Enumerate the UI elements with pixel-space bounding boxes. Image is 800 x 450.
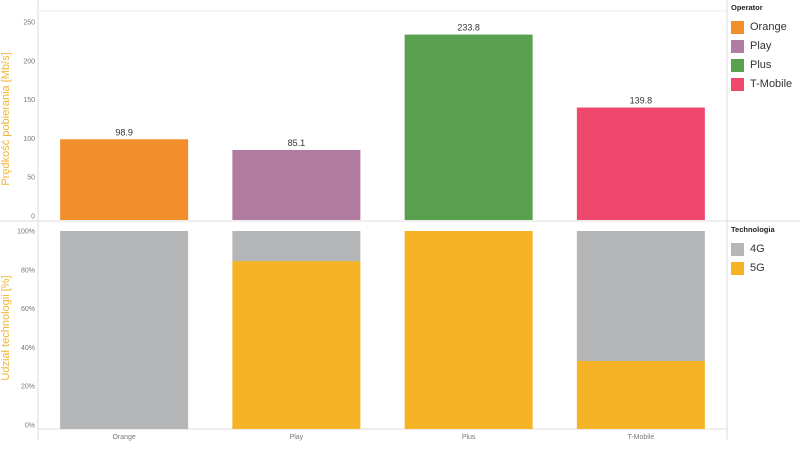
y-axis-title-share: Udział technologii [%] (0, 275, 12, 380)
y-tick-label: 0 (31, 214, 35, 221)
bar-orange[interactable] (60, 139, 189, 220)
x-tick-label: Plus (462, 434, 476, 441)
legend-item-orange[interactable]: Orange (731, 18, 800, 36)
bar-play-4g[interactable] (232, 231, 361, 262)
legend-label: Plus (750, 59, 772, 71)
legend-operator: Operator Orange Play Plus T-Mobile (731, 3, 800, 94)
legend-swatch (731, 261, 744, 275)
legend-swatch (731, 242, 744, 256)
x-tick-label: T-Mobile (627, 434, 654, 441)
legend-label: 4G (750, 243, 765, 255)
bar-t-mobile-4g[interactable] (576, 231, 705, 361)
x-tick-label: Orange (112, 434, 135, 441)
legend-operator-title: Operator (731, 3, 763, 12)
bar-plus-5g[interactable] (404, 231, 533, 429)
bar-play-5g[interactable] (232, 261, 361, 429)
legend-label: T-Mobile (750, 78, 793, 90)
y-tick-label: 150 (23, 97, 35, 104)
legend-item-5g[interactable]: 5G (731, 259, 800, 277)
bar-t-mobile-5g[interactable] (576, 360, 705, 429)
y-tick-label: 40% (21, 345, 35, 352)
bar-t-mobile[interactable] (576, 107, 705, 220)
legend-label: Orange (750, 21, 787, 33)
legend-technology: Technologia 4G 5G (731, 225, 800, 278)
y-tick-label: 50 (27, 175, 35, 182)
legend-swatch (731, 39, 744, 53)
legend-item-4g[interactable]: 4G (731, 240, 800, 258)
bar-value-label: 139.8 (630, 96, 653, 106)
x-tick-label: Play (290, 434, 304, 441)
bar-value-label: 85.1 (288, 138, 306, 148)
legend-item-play[interactable]: Play (731, 37, 800, 55)
y-tick-label: 250 (23, 20, 35, 27)
y-tick-label: 0% (25, 423, 35, 430)
y-tick-label: 60% (21, 306, 35, 313)
y-tick-label: 200 (23, 58, 35, 65)
bar-value-label: 233.8 (457, 23, 480, 33)
legend-technology-title: Technologia (731, 225, 775, 234)
y-tick-label: 20% (21, 384, 35, 391)
legend-swatch (731, 58, 744, 72)
bar-plus[interactable] (404, 34, 533, 221)
legend-label: Play (750, 40, 772, 52)
y-tick-label: 80% (21, 267, 35, 274)
legend-swatch (731, 20, 744, 34)
legend-label: 5G (750, 262, 765, 274)
bar-play[interactable] (232, 149, 361, 220)
y-axis-title-speed: Prędkość pobierania [Mb/s] (0, 52, 12, 185)
legend-item-t-mobile[interactable]: T-Mobile (731, 75, 800, 93)
y-tick-label: 100% (17, 229, 35, 236)
legend-item-plus[interactable]: Plus (731, 56, 800, 74)
y-tick-label: 100 (23, 136, 35, 143)
legend-swatch (731, 77, 744, 91)
bar-value-label: 98.9 (115, 127, 133, 137)
bar-orange-4g[interactable] (60, 231, 189, 429)
